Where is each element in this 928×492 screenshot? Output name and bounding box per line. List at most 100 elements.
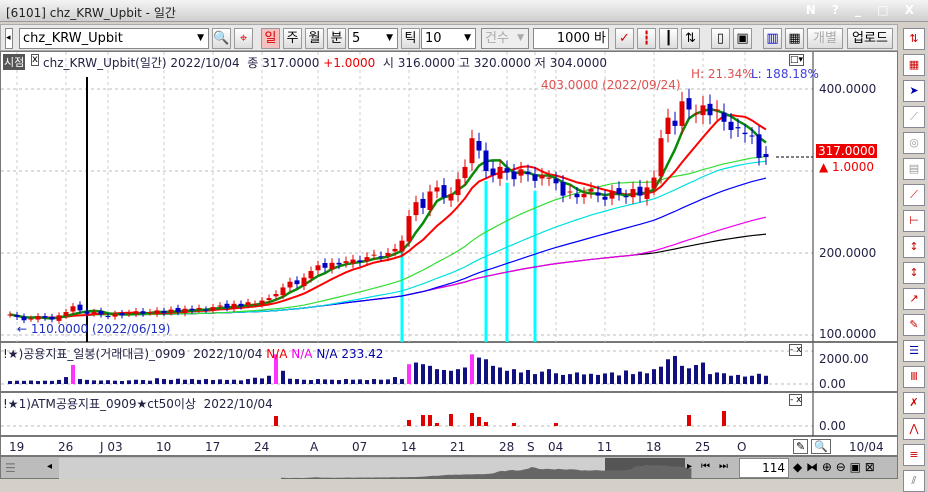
tool-scale-icon[interactable]: ⇅ (903, 28, 925, 50)
rewind-icon[interactable]: ⏮ (701, 461, 710, 472)
tool-pen-icon[interactable]: ✎ (903, 314, 925, 336)
volume-bar (309, 380, 313, 384)
atm-bar (687, 415, 691, 426)
period-day-button[interactable]: 일 (261, 28, 280, 49)
volume-bar (8, 381, 12, 384)
volume-bar (477, 357, 481, 384)
table-icon[interactable]: ▦ (785, 28, 804, 49)
volume-bar (750, 375, 754, 384)
tool-horizontal-icon[interactable]: ⊢ (903, 210, 925, 232)
scrollbar[interactable]: ☰ ◂ ▸ ⏮ ⏭ 114 ◆ ⧓ ⊕ ⊖ ▣ ⊠ (0, 456, 898, 479)
tool-arrow-icon[interactable]: ↕ (903, 262, 925, 284)
count-input[interactable]: 1000 바 (533, 28, 609, 49)
symbol-select[interactable]: chz_KRW_Upbit ▼ (19, 28, 209, 49)
toolbar-scroll-left[interactable]: ◂ (5, 28, 13, 49)
candle (231, 303, 237, 310)
compare-icon[interactable]: ▥ (763, 28, 782, 49)
candle (427, 191, 433, 210)
candle (420, 198, 426, 208)
volume-bar (617, 375, 621, 384)
candle (294, 280, 300, 285)
date-axis-right-label: 10/04 (849, 440, 884, 454)
tool-diag-icon[interactable]: ↗ (903, 288, 925, 310)
volume-bar (330, 379, 334, 384)
pane-close-icon[interactable]: - x (789, 344, 803, 356)
search-icon[interactable]: 🔍 (212, 28, 231, 49)
tick-button[interactable]: 틱 (401, 28, 420, 49)
window-controls[interactable]: N ? _ □ X (805, 3, 920, 17)
cursor-icon[interactable]: ➤ (903, 80, 925, 102)
atm-bar (554, 423, 558, 426)
minute-value: 5 (352, 31, 361, 46)
date-tick: J 03 (100, 440, 123, 454)
pane-close-icon[interactable]: - x (789, 394, 803, 406)
volume-pane[interactable]: !★)공용지표_일봉(거래대금)_0909 2022/10/04 N/A N/A… (0, 342, 898, 393)
candle (595, 192, 601, 196)
volume-bar (162, 379, 166, 384)
tool-line-icon[interactable]: ⟋ (903, 106, 925, 128)
tool-parallel-icon[interactable]: ⫽ (903, 470, 925, 492)
candle (329, 262, 335, 270)
period-minute-button[interactable]: 분 (327, 28, 346, 49)
date-tick: 10 (156, 440, 172, 454)
bar-count-input[interactable]: 114 (739, 458, 789, 478)
range-high-pct: H: 21.34% (691, 67, 754, 81)
volume-bar (463, 367, 467, 384)
period-month-button[interactable]: 월 (305, 28, 324, 49)
volume-bar (400, 379, 404, 384)
upload-button[interactable]: 업로드 (847, 28, 893, 49)
candle (588, 189, 594, 192)
tool-grid-icon[interactable]: ▦ (903, 54, 925, 76)
scroll-right-icon[interactable]: ▸ (687, 461, 693, 472)
volume-bar (85, 379, 89, 384)
close-legend-icon[interactable]: x (31, 54, 39, 66)
ma-line (9, 107, 767, 320)
atm-bar (477, 417, 481, 426)
pane-menu-icon[interactable]: □▾ (789, 54, 805, 66)
print-icon[interactable]: ▣ (733, 28, 752, 49)
period-week-button[interactable]: 주 (283, 28, 302, 49)
tick-select[interactable]: 10 ▼ (421, 28, 476, 49)
mode-label[interactable]: 시점 (3, 54, 26, 70)
candle (539, 175, 545, 179)
tool-trend-icon[interactable]: ⟋ (903, 184, 925, 206)
up-down-icon[interactable]: ⇅ (681, 28, 700, 49)
tool-bars-icon[interactable]: Ⅲ (903, 366, 925, 388)
tool-vertical-icon[interactable]: ↕ (903, 236, 925, 258)
volume-bar (743, 376, 747, 384)
fast-forward-icon[interactable]: ⏭ (719, 461, 728, 472)
price-chart[interactable] (1, 52, 899, 343)
search-red-icon[interactable]: ⌖ (234, 28, 253, 49)
price-pane[interactable]: 시점 x chz_KRW_Upbit(일간) 2022/10/04 종 317.… (0, 51, 899, 343)
tool-channel-icon[interactable]: ▤ (903, 158, 925, 180)
chevron-down-icon: ▼ (464, 33, 471, 43)
zoom-icon[interactable]: 🔍 (811, 439, 831, 454)
scroll-left-icon[interactable]: ◂ (47, 461, 53, 472)
candle (602, 196, 608, 200)
volume-bar (456, 369, 460, 384)
document-icon[interactable]: ▯ (711, 28, 730, 49)
bar-chart-icon[interactable]: ┃ (659, 28, 678, 49)
atm-pane[interactable]: !★1)ATM공용지표_0909★ct50이상 2022/10/04 0.00 … (0, 392, 898, 437)
tool-fan-icon[interactable]: ⋀ (903, 418, 925, 440)
candle-chart-icon[interactable]: ┇ (637, 28, 656, 49)
line-check-icon[interactable]: ✓ (615, 28, 634, 49)
tool-lines-icon[interactable]: ≡ (903, 444, 925, 466)
volume-na: N/A (316, 347, 338, 361)
edit-icon[interactable]: ✎ (793, 439, 809, 454)
tool-cross-icon[interactable]: ✗ (903, 392, 925, 414)
symbol-value: chz_KRW_Upbit (23, 31, 123, 46)
volume-bar (358, 379, 362, 384)
individual-button[interactable]: 개별 (807, 28, 843, 49)
ma-line (9, 113, 767, 319)
zoom-controls-icon[interactable]: ◆ ⧓ ⊕ ⊖ ▣ ⊠ (793, 460, 875, 474)
overview-chart[interactable] (1, 457, 899, 480)
tool-list-icon[interactable]: ☰ (903, 340, 925, 362)
volume-bar (99, 380, 103, 384)
scroll-handle-icon[interactable]: ☰ (5, 461, 16, 475)
tool-fib-icon[interactable]: ◎ (903, 132, 925, 154)
minute-select[interactable]: 5 ▼ (348, 28, 398, 49)
volume-bar (428, 365, 432, 384)
volume-bar (120, 381, 124, 384)
count-select[interactable]: 건수 ▼ (481, 28, 529, 49)
